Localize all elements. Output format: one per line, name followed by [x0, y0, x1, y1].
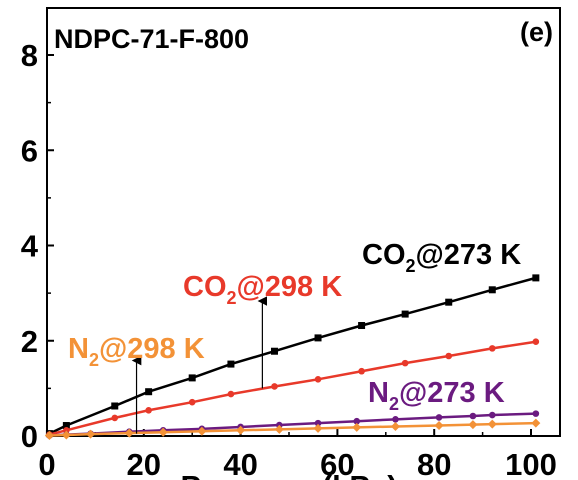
data-point [61, 430, 71, 440]
data-point [358, 367, 365, 375]
data-point [313, 423, 323, 433]
data-point [270, 347, 278, 355]
data-point [532, 410, 540, 417]
series-layer [44, 274, 541, 441]
data-point [468, 420, 478, 430]
x-axis-label: Pressure (kPa) [180, 469, 397, 480]
data-point [44, 431, 54, 441]
panel-label: (e) [520, 17, 553, 47]
data-point [314, 376, 322, 383]
data-point [188, 398, 196, 406]
y-tick-label: 6 [21, 133, 38, 168]
y-tick-label: 0 [21, 419, 38, 454]
y-tick-label: 4 [21, 229, 39, 264]
data-point [532, 338, 540, 346]
data-point [145, 406, 152, 414]
y-tick-label: 8 [21, 38, 38, 73]
series-label: CO2@273 K [362, 239, 521, 276]
data-point [532, 274, 540, 282]
data-point [469, 412, 477, 420]
series-label: CO2@298 K [183, 271, 342, 308]
data-point [434, 421, 444, 431]
data-point [271, 383, 278, 390]
data-point [236, 425, 246, 435]
x-tick-label: 80 [417, 447, 451, 480]
series-label: N2@273 K [368, 377, 505, 414]
data-point [401, 310, 409, 318]
data-point [227, 360, 235, 368]
data-point [111, 414, 119, 422]
data-point [314, 334, 322, 342]
data-point [86, 429, 96, 439]
data-point [274, 424, 284, 434]
data-point [401, 359, 409, 367]
data-point [435, 414, 443, 421]
data-point [124, 428, 134, 438]
data-point [188, 374, 196, 382]
data-point [390, 421, 400, 431]
chart-title: NDPC-71-F-800 [54, 24, 249, 54]
data-point [488, 345, 496, 352]
data-point [358, 322, 366, 330]
plot-frame [46, 7, 561, 437]
data-point [487, 419, 497, 429]
label-layer: NDPC-71-F-800 (e) CO2@273 K CO2@298 K N2@273… [54, 17, 553, 434]
x-tick-label: 60 [320, 447, 354, 480]
data-point [158, 427, 168, 437]
data-point [445, 298, 453, 306]
x-tick-label: 40 [223, 447, 257, 480]
axes: 0 20 40 60 80 100 0 2 4 6 8 Pressure (kPa) [21, 7, 561, 480]
data-point [352, 422, 362, 432]
data-point [314, 419, 322, 427]
x-tick-label: 0 [38, 447, 55, 480]
data-point [488, 286, 496, 294]
data-point [353, 417, 361, 425]
x-tick-label: 100 [505, 447, 557, 480]
data-point [488, 411, 496, 419]
data-point [531, 418, 541, 428]
data-point [227, 390, 235, 398]
data-point [111, 402, 119, 410]
y-tick-label: 2 [21, 324, 38, 359]
x-tick-label: 20 [127, 447, 161, 480]
series-label: N2@298 K [68, 333, 205, 370]
data-point [445, 352, 453, 360]
data-point [145, 388, 153, 396]
data-point [392, 416, 399, 423]
data-point [62, 422, 70, 430]
data-point [197, 426, 207, 436]
